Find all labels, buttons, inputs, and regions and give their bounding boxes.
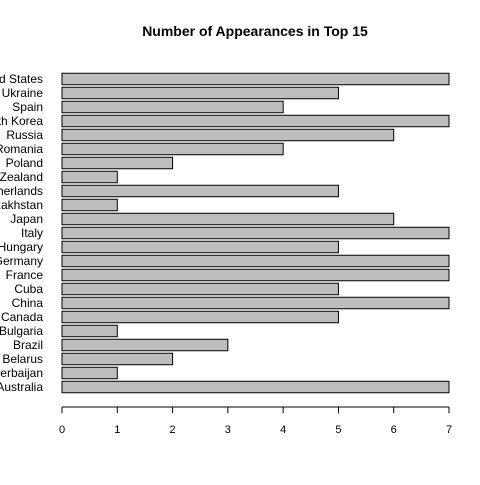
category-label-united-states: United States [0,72,43,86]
bar-kazakhstan [61,198,118,212]
category-label-spain: Spain [12,100,43,114]
category-label-italy: Italy [21,226,43,240]
category-label-australia: Australia [0,380,43,394]
category-label-south-korea: South Korea [0,114,43,128]
bar-russia [61,128,395,142]
bar-united-states [61,72,450,86]
bar-ukraine [61,86,339,100]
category-label-germany: Germany [0,254,43,268]
bar-cuba [61,282,339,296]
category-label-cuba: Cuba [14,282,43,296]
category-label-bulgaria: Bulgaria [0,324,43,338]
bar-japan [61,212,395,226]
category-label-azerbaijan: Azerbaijan [0,366,43,380]
x-tick-label-1: 1 [114,424,120,436]
bar-italy [61,226,450,240]
bar-germany [61,254,450,268]
x-tick-label-3: 3 [225,424,231,436]
bar-new-zealand [61,170,118,184]
x-tick-label-6: 6 [391,424,397,436]
category-label-china: China [12,296,44,310]
category-label-romania: Romania [0,142,43,156]
x-tick-label-4: 4 [280,424,286,436]
x-tick-label-5: 5 [335,424,341,436]
bar-canada [61,310,339,324]
bar-hungary [61,240,339,254]
bar-australia [61,380,450,394]
category-label-russia: Russia [6,128,43,142]
bar-netherlands [61,184,339,198]
category-label-new-zealand: New Zealand [0,170,43,184]
bar-romania [61,142,284,156]
category-label-france: France [6,268,44,282]
category-label-canada: Canada [1,310,43,324]
x-tick-label-0: 0 [59,424,65,436]
x-axis: 0 1 2 3 4 5 6 7 [59,406,452,436]
category-label-japan: Japan [10,212,43,226]
bar-belarus [61,352,174,366]
bar-poland [61,156,174,170]
bar-france [61,268,450,282]
bar-azerbaijan [61,366,118,380]
category-label-hungary: Hungary [0,240,43,254]
bar-south-korea [61,114,450,128]
bar-bulgaria [61,324,118,338]
category-label-netherlands: Netherlands [0,184,43,198]
bar-china [61,296,450,310]
x-tick-label-2: 2 [170,424,176,436]
category-label-belarus: Belarus [2,352,43,366]
chart-title: Number of Appearances in Top 15 [142,23,368,39]
category-label-brazil: Brazil [13,338,43,352]
bar-brazil [61,338,229,352]
category-label-poland: Poland [6,156,43,170]
x-tick-label-7: 7 [446,424,452,436]
category-label-ukraine: Ukraine [2,86,44,100]
bar-spain [61,100,284,114]
category-label-kazakhstan: Kazakhstan [0,198,43,212]
category-labels: AustraliaAzerbaijanBelarusBrazilBulgaria… [0,72,43,394]
bars-layer [61,72,450,394]
